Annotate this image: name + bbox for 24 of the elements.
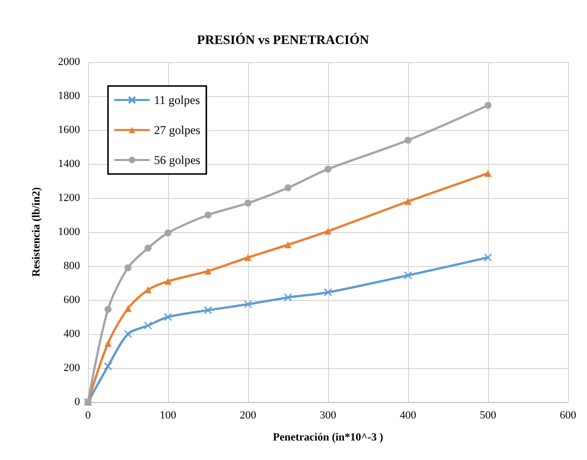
- y-tick-label: 1800: [58, 90, 80, 102]
- y-tick-label: 400: [64, 328, 80, 340]
- y-tick-label: 2000: [58, 56, 80, 68]
- legend-label: 27 golpes: [154, 123, 201, 137]
- y-tick-label: 1200: [58, 192, 80, 204]
- y-tick-label: 600: [64, 294, 80, 306]
- x-tick-label: 200: [240, 410, 257, 422]
- x-tick-label: 400: [400, 410, 417, 422]
- x-tick-label: 300: [320, 410, 337, 422]
- y-axis-title: Resistencia (lb/in2): [30, 186, 42, 277]
- chart-title: PRESIÓN vs PENETRACIÓN: [197, 32, 370, 47]
- legend-label: 56 golpes: [154, 153, 201, 167]
- y-tick-label: 1000: [58, 226, 80, 238]
- x-tick-label: 500: [480, 410, 497, 422]
- y-tick-label: 1600: [58, 124, 80, 136]
- x-tick-label: 100: [160, 410, 177, 422]
- x-tick-label: 0: [85, 410, 92, 422]
- y-tick-label: 1400: [58, 158, 80, 170]
- x-tick-label: 600: [560, 410, 577, 422]
- x-axis-title: Penetración (in*10^-3 ): [272, 432, 384, 444]
- y-tick-label: 0: [74, 396, 80, 408]
- legend-label: 11 golpes: [154, 93, 200, 107]
- y-tick-label: 800: [64, 260, 80, 272]
- y-tick-label: 200: [64, 362, 80, 374]
